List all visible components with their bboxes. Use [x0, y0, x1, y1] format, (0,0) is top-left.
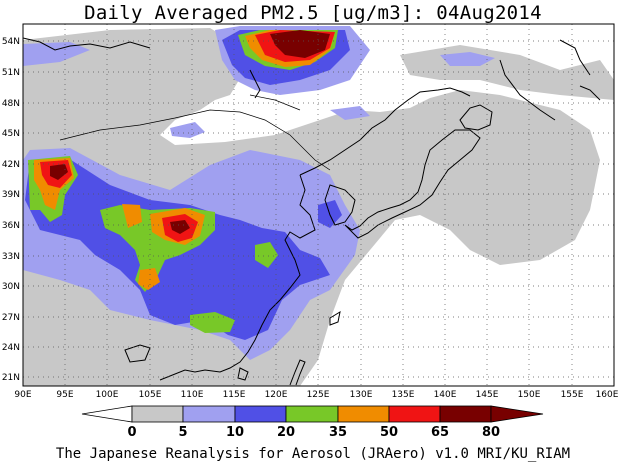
colorbar-bin [234, 405, 287, 423]
colorbar-label: 0 [127, 425, 136, 440]
country-borders [59, 94, 331, 171]
level-80-plus [50, 30, 330, 234]
coastlines [23, 37, 601, 386]
lon-label: 130E [350, 390, 373, 400]
colorbar-arrow-low [81, 405, 133, 423]
lat-label: 39N [2, 190, 20, 200]
map-title: Daily Averaged PM2.5 [ug/m3]: 04Aug2014 [84, 2, 542, 24]
lon-label: 115E [223, 390, 246, 400]
lat-label: 27N [2, 313, 20, 323]
lon-label: 125E [307, 390, 330, 400]
lon-label: 95E [56, 390, 73, 400]
lon-label: 155E [561, 390, 584, 400]
lon-label: 140E [434, 390, 457, 400]
colorbar-label: 20 [277, 425, 295, 440]
colorbar-bin [182, 405, 236, 423]
lat-label: 33N [2, 252, 20, 262]
lat-label: 30N [2, 282, 20, 292]
colorbar-label: 65 [431, 425, 449, 440]
lat-label: 54N [2, 37, 20, 47]
map-frame [22, 23, 615, 387]
colorbar-bin [439, 405, 492, 423]
colorbar-label: 10 [226, 425, 244, 440]
data-source-credit: The Japanese Reanalysis for Aerosol (JRA… [55, 446, 571, 462]
lon-label: 150E [518, 390, 541, 400]
lon-label: 105E [139, 390, 162, 400]
colorbar-bin [285, 405, 339, 423]
colorbar-label: 80 [482, 425, 500, 440]
lat-label: 36N [2, 221, 20, 231]
lon-label: 90E [14, 390, 31, 400]
latitude-labels: 54N 51N 48N 45N 42N 39N 36N 33N 30N 27N … [2, 37, 20, 383]
colorbar-arrow-high [490, 405, 544, 423]
lon-label: 100E [96, 390, 119, 400]
lat-label: 21N [2, 373, 20, 383]
longitude-labels: 90E 95E 100E 105E 110E 115E 120E 125E 13… [14, 390, 618, 400]
colorbar: 0 5 10 20 35 50 65 80 [81, 405, 544, 440]
lon-label: 135E [392, 390, 415, 400]
colorbar-bin [388, 405, 441, 423]
colorbar-label: 50 [380, 425, 398, 440]
lat-label: 24N [2, 343, 20, 353]
lat-label: 42N [2, 160, 20, 170]
colorbar-bin [337, 405, 390, 423]
colorbar-bin [131, 405, 184, 423]
lon-label: 110E [181, 390, 204, 400]
colorbar-label: 5 [178, 425, 187, 440]
colorbar-label: 35 [329, 425, 347, 440]
lat-label: 45N [2, 129, 20, 139]
lat-label: 48N [2, 99, 20, 109]
pm25-concentration-field [23, 24, 614, 386]
lon-label: 120E [265, 390, 288, 400]
lon-label: 145E [476, 390, 499, 400]
lon-label: 160E [596, 390, 619, 400]
lat-label: 51N [2, 68, 20, 78]
lat-lon-grid [23, 24, 614, 386]
